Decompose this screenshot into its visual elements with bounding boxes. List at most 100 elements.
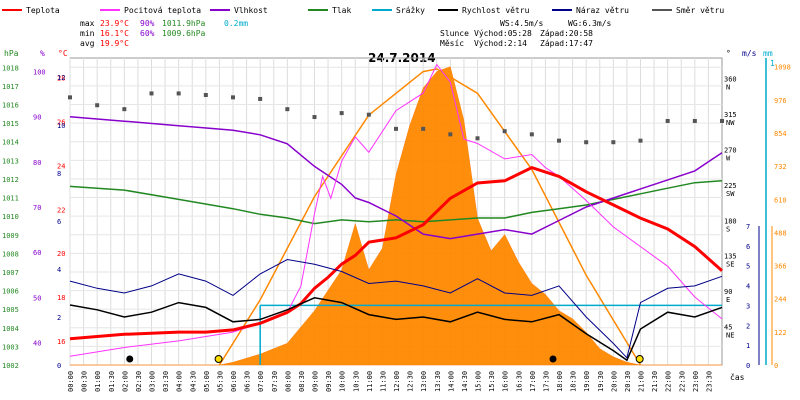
series-wind-dir-point — [421, 126, 426, 131]
dir-tick-compass: NW — [726, 119, 735, 127]
wind-tick-label: 8 — [57, 170, 61, 178]
pressure-tick-label: 1004 — [2, 325, 19, 333]
wind-tick-label: 12 — [57, 74, 65, 82]
pressure-tick-label: 1015 — [2, 120, 19, 128]
series-wind-gust — [69, 258, 723, 359]
solar-tick-label: 366 — [774, 263, 787, 271]
time-tick-label: 00:00 — [67, 371, 75, 392]
temp-tick-label: 22 — [57, 206, 65, 214]
temp-tick-label: 26 — [57, 119, 65, 127]
dir-tick-value: 90 — [724, 288, 732, 296]
series-wind-dir-point — [68, 95, 72, 100]
time-tick-label: 16:00 — [502, 371, 510, 392]
wind-tick-label: 6 — [57, 218, 61, 226]
axis-units: hPa % °C ° m/s mm 1 čas — [4, 49, 775, 382]
time-tick-label: 02:30 — [135, 371, 143, 392]
time-tick-label: 19:30 — [597, 371, 605, 392]
sun-label: Slunce — [440, 29, 469, 38]
dir-tick-compass: SW — [726, 190, 735, 198]
pressure-tick-label: 1002 — [2, 362, 19, 370]
temp-tick-label: 20 — [57, 250, 65, 258]
time-tick-label: 03:30 — [162, 371, 170, 392]
info-block: WS:4.5m/s WG:6.3m/s Slunce Východ:05:28 … — [440, 19, 612, 48]
wind-tick-label: 10 — [57, 122, 65, 130]
legend-label: Pocitová teplota — [124, 6, 201, 15]
series-wind-speed — [69, 297, 723, 362]
series-wind-dir-point — [394, 126, 398, 131]
series-wind-dir-point — [611, 140, 616, 145]
legend-item-vlhkost: Vlhkost — [210, 6, 268, 15]
unit-hpa: hPa — [4, 49, 19, 58]
ms-tick-label: 2 — [746, 322, 750, 330]
time-tick-label: 17:00 — [529, 371, 537, 392]
pressure-tick-label: 1016 — [2, 102, 19, 110]
time-tick-label: 01:00 — [94, 371, 102, 392]
moon-label: Měsíc — [440, 39, 464, 48]
legend: Teplota Pocitová teplota Vlhkost Tlak Sr… — [2, 6, 724, 15]
pressure-tick-label: 1012 — [2, 176, 19, 184]
series-wind-dir-point — [176, 91, 181, 96]
time-tick-label: 18:00 — [556, 371, 564, 392]
moonrise-marker — [126, 355, 134, 363]
dir-tick-value: 315 — [724, 111, 737, 119]
dir-tick-value: 135 — [724, 253, 737, 261]
ms-tick-label: 3 — [746, 302, 750, 310]
pressure-tick-label: 1018 — [2, 64, 19, 72]
series-wind-dir-point — [203, 92, 208, 97]
legend-label: Tlak — [332, 6, 351, 15]
wind-speed-info: WS:4.5m/s — [500, 19, 544, 28]
unit-time: čas — [730, 372, 745, 382]
time-tick-label: 09:00 — [312, 371, 320, 392]
time-tick-label: 08:30 — [298, 371, 306, 392]
series-wind-dir-point — [95, 103, 100, 108]
stat-min-label: min — [80, 29, 95, 38]
time-tick-label: 15:30 — [488, 371, 496, 392]
solar-tick-label: 488 — [774, 229, 787, 237]
ms-tick-label: 6 — [746, 243, 750, 251]
moonset-marker — [549, 355, 557, 363]
pressure-tick-label: 1013 — [2, 157, 19, 165]
ms-tick-label: 7 — [746, 223, 750, 231]
time-tick-label: 18:30 — [570, 371, 578, 392]
pressure-tick-label: 1008 — [2, 250, 19, 258]
series-wind-dir-point — [638, 138, 643, 143]
time-tick-label: 02:00 — [121, 371, 129, 392]
series-wind-dir-point — [285, 107, 290, 112]
time-tick-label: 04:00 — [176, 371, 184, 392]
time-tick-label: 14:00 — [447, 371, 455, 392]
mm-top-tick: 1 — [770, 59, 775, 68]
ms-tick-label: 1 — [746, 342, 750, 350]
time-tick-label: 19:00 — [583, 371, 591, 392]
time-tick-label: 20:30 — [624, 371, 632, 392]
time-tick-label: 21:00 — [638, 371, 646, 392]
moon-rise: Východ:2:14 — [474, 39, 527, 48]
pressure-tick-label: 1007 — [2, 269, 19, 277]
dir-tick-value: 180 — [724, 217, 737, 225]
legend-item-srazky: Srážky — [372, 6, 425, 15]
time-tick-label: 20:00 — [610, 371, 618, 392]
temp-tick-label: 18 — [57, 294, 65, 302]
time-tick-label: 00:30 — [81, 371, 89, 392]
time-tick-label: 03:00 — [149, 371, 157, 392]
pressure-tick-label: 1011 — [2, 195, 19, 203]
time-tick-label: 01:30 — [108, 371, 116, 392]
legend-label: Vlhkost — [234, 6, 268, 15]
solar-tick-label: 1098 — [774, 64, 791, 72]
series-wind-dir-point — [665, 118, 670, 123]
dir-tick-value: 270 — [724, 146, 737, 154]
time-tick-label: 14:30 — [461, 371, 469, 392]
unit-pct: % — [40, 49, 45, 58]
solar-tick-label: 0 — [774, 362, 778, 370]
solar-tick-label: 244 — [774, 296, 787, 304]
ms-tick-label: 4 — [746, 283, 750, 291]
time-tick-label: 04:30 — [189, 371, 197, 392]
series-wind-dir-point — [258, 96, 263, 101]
wind-tick-label: 0 — [57, 362, 61, 370]
humidity-tick-label: 90 — [33, 114, 41, 122]
series-wind-dir-point — [231, 95, 235, 100]
wind-tick-label: 4 — [57, 266, 61, 274]
time-tick-label: 22:30 — [678, 371, 686, 392]
humidity-tick-label: 50 — [33, 294, 41, 302]
temp-tick-label: 24 — [57, 162, 65, 170]
dir-tick-compass: NE — [726, 332, 734, 340]
